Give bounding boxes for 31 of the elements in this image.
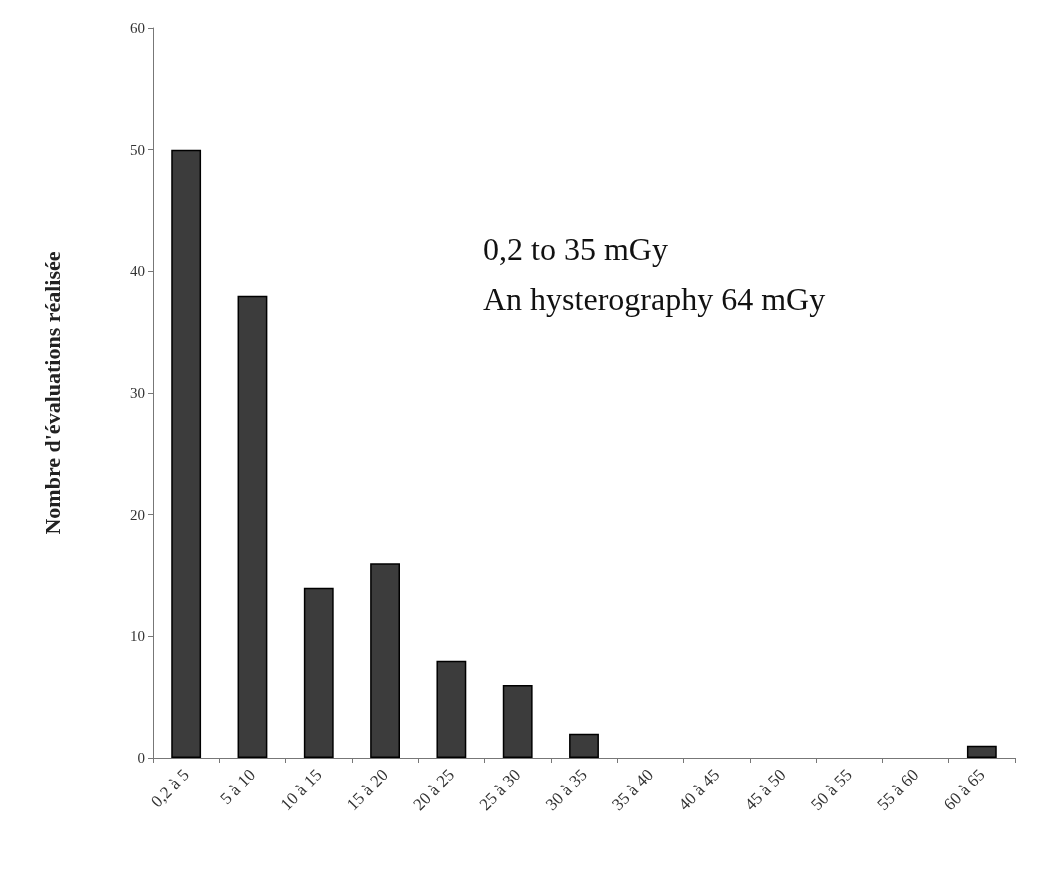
annotation: An hysterography 64 mGy xyxy=(483,281,826,317)
y-tick-label: 40 xyxy=(130,263,145,280)
x-tick-label: 45 à 50 xyxy=(740,765,790,815)
x-tick-label: 10 à 15 xyxy=(276,765,326,815)
bar xyxy=(436,660,467,758)
bar xyxy=(303,587,334,758)
x-tick-label: 40 à 45 xyxy=(674,765,724,815)
x-tick-label: 60 à 65 xyxy=(939,765,989,815)
x-tick-label: 50 à 55 xyxy=(807,765,856,815)
x-tick-label: 30 à 35 xyxy=(541,765,591,815)
x-tick-label: 20 à 25 xyxy=(409,765,459,815)
x-tick-label: 15 à 20 xyxy=(343,765,392,815)
bar xyxy=(502,685,533,758)
bar xyxy=(569,733,599,758)
annotation: 0,2 to 35 mGy xyxy=(483,231,668,267)
y-tick-label: 50 xyxy=(130,141,145,158)
bar xyxy=(237,295,268,758)
x-tick-label: 5 à 10 xyxy=(216,765,260,809)
y-tick-label: 0 xyxy=(137,750,145,766)
x-tick-label: 0,2 à 5 xyxy=(147,765,193,812)
y-tick-label: 30 xyxy=(130,385,145,401)
y-tick-label: 10 xyxy=(130,628,145,645)
x-tick-label: 35 à 40 xyxy=(608,765,658,815)
x-tick-label: 55 à 60 xyxy=(873,765,923,815)
bar xyxy=(966,745,997,758)
bar xyxy=(171,149,202,758)
y-axis-title: Nombre d'évaluations réalisée xyxy=(39,251,65,535)
bar xyxy=(370,563,400,758)
y-tick-label: 20 xyxy=(130,506,145,523)
x-tick-label: 25 à 30 xyxy=(475,765,525,815)
y-tick-label: 60 xyxy=(130,20,145,36)
